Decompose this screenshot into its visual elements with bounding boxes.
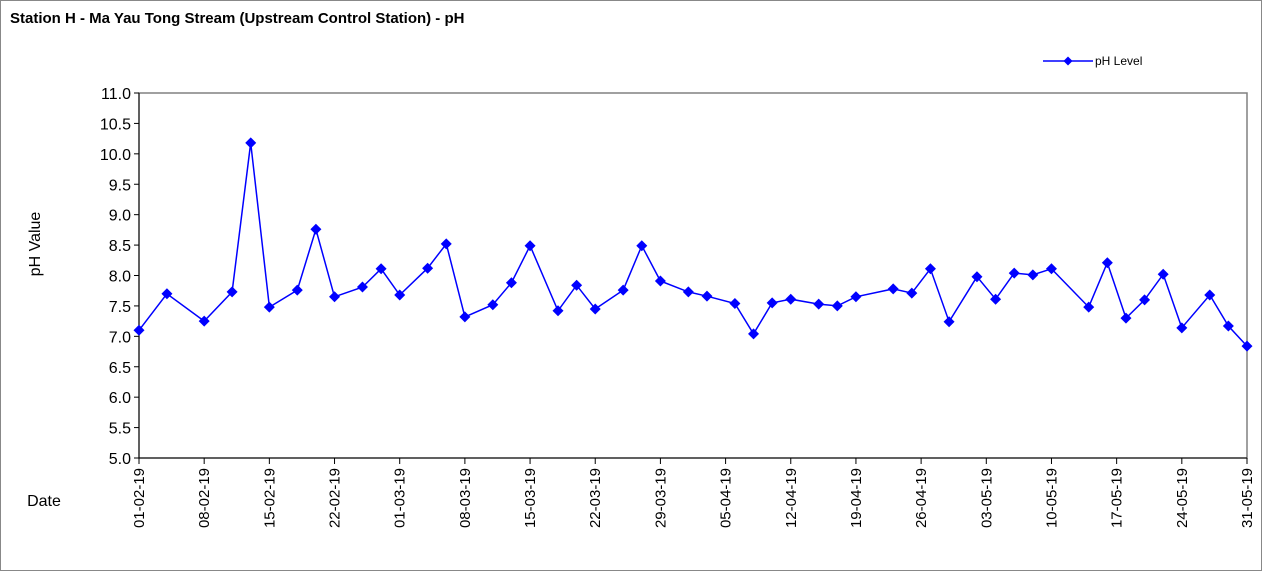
legend-marker	[1063, 56, 1073, 66]
data-point	[263, 301, 275, 313]
data-point	[245, 137, 257, 149]
data-point	[440, 238, 452, 250]
x-axis-label: Date	[27, 493, 61, 510]
y-tick-label: 9.0	[109, 208, 131, 225]
data-point	[161, 288, 173, 300]
data-point	[924, 263, 936, 275]
data-point	[1101, 257, 1113, 269]
y-tick-label: 8.5	[109, 238, 131, 255]
data-point	[748, 328, 760, 340]
x-tick-label: 22-02-19	[327, 468, 344, 528]
data-point	[990, 293, 1002, 305]
x-tick-label: 29-03-19	[652, 468, 669, 528]
x-tick-label: 08-03-19	[457, 468, 474, 528]
data-point	[887, 283, 899, 295]
x-tick-label: 01-02-19	[131, 468, 148, 528]
data-point	[1222, 320, 1234, 332]
x-tick-label: 01-03-19	[392, 468, 409, 528]
plot-area	[138, 92, 1248, 459]
data-point	[813, 298, 825, 310]
data-point	[1045, 263, 1057, 275]
data-point	[971, 271, 983, 283]
data-point	[766, 297, 778, 309]
x-tick-label: 17-05-19	[1109, 468, 1126, 528]
data-point	[505, 277, 517, 289]
data-point	[831, 300, 843, 312]
data-point	[487, 299, 499, 311]
x-tick-label: 26-04-19	[913, 468, 930, 528]
data-point	[375, 263, 387, 275]
data-point	[1176, 322, 1188, 334]
data-point	[636, 240, 648, 252]
y-tick-label: 10.0	[100, 147, 131, 164]
x-tick-label: 10-05-19	[1043, 468, 1060, 528]
data-point	[524, 240, 536, 252]
x-tick-label: 05-04-19	[718, 468, 735, 528]
y-tick-label: 6.0	[109, 390, 131, 407]
y-axis-label: pH Value	[27, 212, 44, 277]
x-tick-label: 15-03-19	[522, 468, 539, 528]
data-point	[226, 286, 238, 298]
legend-label: pH Level	[1095, 54, 1142, 68]
data-point	[589, 303, 601, 315]
data-point	[422, 262, 434, 274]
x-tick-label: 19-04-19	[848, 468, 865, 528]
x-tick-label: 12-04-19	[783, 468, 800, 528]
x-tick-label: 15-02-19	[261, 468, 278, 528]
data-point	[729, 297, 741, 309]
x-tick-label: 03-05-19	[978, 468, 995, 528]
data-point	[1139, 294, 1151, 306]
x-tick-label: 31-05-19	[1239, 468, 1256, 528]
data-point	[552, 305, 564, 317]
y-tick-label: 5.5	[109, 421, 131, 438]
data-point	[1120, 312, 1132, 324]
data-point	[329, 291, 341, 303]
y-tick-label: 10.5	[100, 116, 131, 133]
data-point	[785, 293, 797, 305]
data-point	[1027, 269, 1039, 281]
data-point	[617, 284, 629, 296]
data-point	[571, 279, 583, 291]
data-point	[133, 324, 145, 336]
y-tick-label: 9.5	[109, 177, 131, 194]
y-tick-label: 7.0	[109, 329, 131, 346]
data-point	[291, 284, 303, 296]
data-point	[356, 281, 368, 293]
data-point	[310, 223, 322, 235]
data-point	[1204, 289, 1216, 301]
chart-title: Station H - Ma Yau Tong Stream (Upstream…	[10, 10, 464, 27]
y-tick-label: 5.0	[109, 451, 131, 468]
data-point	[459, 311, 471, 323]
data-point	[701, 290, 713, 302]
data-point	[682, 286, 694, 298]
y-tick-label: 7.5	[109, 299, 131, 316]
y-tick-label: 8.0	[109, 269, 131, 286]
data-point	[394, 289, 406, 301]
x-tick-label: 22-03-19	[587, 468, 604, 528]
data-point	[850, 291, 862, 303]
data-point	[1083, 301, 1095, 313]
data-point	[1157, 268, 1169, 280]
data-point	[906, 287, 918, 299]
y-tick-label: 6.5	[109, 360, 131, 377]
x-tick-label: 08-02-19	[196, 468, 213, 528]
data-point	[654, 275, 666, 287]
y-tick-label: 11.0	[101, 86, 131, 103]
data-point	[1008, 267, 1020, 279]
data-point	[943, 316, 955, 328]
data-point	[198, 315, 210, 327]
data-point	[1241, 340, 1253, 352]
x-tick-label: 24-05-19	[1174, 468, 1191, 528]
